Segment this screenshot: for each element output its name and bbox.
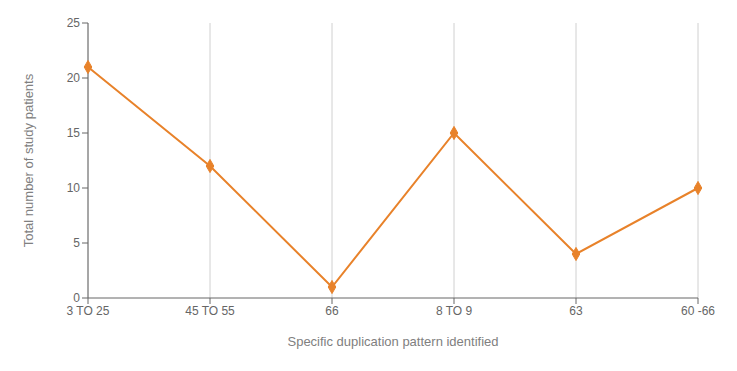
svg-text:5: 5 [73,236,80,250]
svg-text:Total number of study patients: Total number of study patients [21,73,36,247]
svg-text:8 TO 9: 8 TO 9 [436,304,473,318]
svg-text:Specific duplication pattern i: Specific duplication pattern identified [287,334,498,349]
svg-text:20: 20 [67,71,81,85]
svg-text:25: 25 [67,16,81,30]
svg-text:45 TO 55: 45 TO 55 [185,304,235,318]
svg-text:60 -66: 60 -66 [681,304,715,318]
svg-text:3 TO 25: 3 TO 25 [67,304,110,318]
svg-text:15: 15 [67,126,81,140]
svg-text:0: 0 [73,291,80,305]
svg-text:63: 63 [569,304,583,318]
svg-text:10: 10 [67,181,81,195]
svg-text:66: 66 [325,304,339,318]
